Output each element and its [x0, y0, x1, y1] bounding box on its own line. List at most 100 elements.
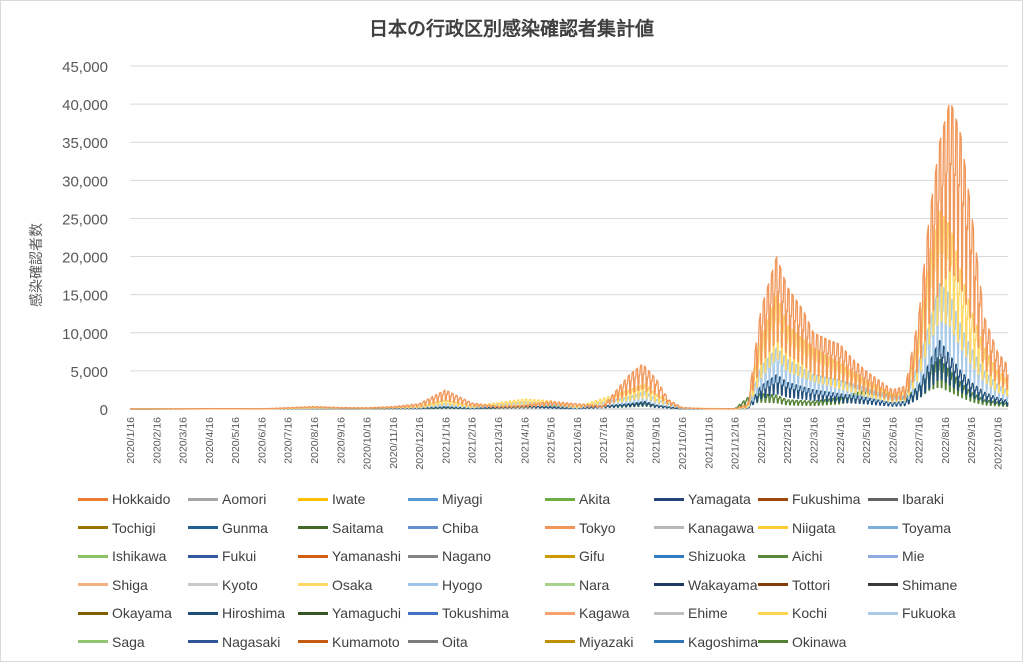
x-tick-label: 2020/11/16: [388, 417, 400, 469]
legend-swatch: [298, 640, 328, 643]
legend-swatch: [758, 526, 788, 529]
legend-swatch: [188, 640, 218, 643]
y-tick-label: 0: [100, 402, 108, 419]
legend-swatch: [654, 554, 684, 558]
legend-swatch: [408, 640, 438, 643]
x-tick-label: 2022/1/16: [756, 417, 768, 464]
legend-label: Nagano: [442, 548, 492, 564]
legend-swatch: [188, 611, 218, 615]
legend-label: Toyama: [902, 519, 952, 536]
legend-swatch: [408, 526, 438, 529]
legend-item: Gifu: [545, 547, 605, 565]
legend-swatch: [868, 554, 898, 558]
legend-swatch: [408, 583, 438, 586]
legend-swatch: [78, 554, 108, 558]
x-tick-label: 2021/6/16: [572, 417, 584, 464]
legend-swatch: [78, 640, 108, 643]
legend-swatch: [868, 611, 898, 615]
legend-label: Kagawa: [579, 605, 630, 621]
legend-item: Niigata: [758, 519, 836, 537]
legend-item: Kochi: [758, 604, 827, 622]
legend-swatch: [868, 583, 898, 586]
legend-swatch: [188, 554, 218, 558]
x-tick-label: 2022/3/16: [808, 417, 820, 464]
legend-label: Aomori: [222, 491, 267, 507]
x-tick-label: 2021/7/16: [598, 417, 610, 464]
x-tick-label: 2020/8/16: [309, 417, 321, 464]
legend-item: Nara: [545, 576, 609, 594]
y-tick-label: 15,000: [62, 288, 108, 305]
x-tick-label: 2022/2/16: [782, 417, 794, 464]
x-tick-label: 2020/5/16: [230, 417, 242, 464]
x-tick-label: 2020/6/16: [256, 417, 268, 464]
x-tick-label: 2022/6/16: [887, 417, 899, 464]
legend-label: Tokyo: [579, 519, 616, 536]
legend-swatch: [78, 497, 108, 501]
legend-swatch: [298, 526, 328, 529]
legend-item: Nagano: [408, 547, 491, 565]
legend-swatch: [758, 554, 788, 558]
legend-item: Yamaguchi: [298, 604, 401, 622]
legend-label: Oita: [442, 633, 468, 650]
legend-label: Hokkaido: [112, 491, 171, 507]
legend-label: Fukui: [222, 548, 257, 564]
legend-swatch: [654, 526, 684, 529]
legend-label: Shimane: [902, 576, 958, 593]
legend-swatch: [188, 583, 218, 586]
legend-label: Kumamoto: [332, 633, 400, 650]
x-tick-label: 2021/12/16: [730, 417, 742, 470]
legend-item: Okayama: [78, 604, 172, 622]
legend-swatch: [758, 611, 788, 615]
x-tick-label: 2021/10/16: [677, 417, 689, 470]
legend-label: Aichi: [792, 548, 823, 564]
legend-label: Yamanashi: [332, 548, 402, 564]
legend-swatch: [78, 611, 108, 615]
legend-label: Saitama: [332, 519, 384, 536]
x-tick-label: 2020/2/16: [151, 417, 163, 464]
legend-swatch: [408, 497, 438, 501]
legend-item: Aomori: [188, 490, 266, 508]
legend-label: Okayama: [112, 605, 172, 621]
legend-item: Tochigi: [78, 519, 156, 537]
legend-item: Oita: [408, 633, 468, 651]
legend-label: Kochi: [792, 605, 828, 621]
y-tick-label: 5,000: [70, 364, 108, 381]
legend-label: Mie: [902, 548, 925, 564]
legend-item: Okinawa: [758, 633, 846, 651]
legend-item: Kanagawa: [654, 519, 754, 537]
x-tick-label: 2021/8/16: [624, 417, 636, 464]
x-tick-label: 2021/3/16: [493, 417, 505, 464]
legend-item: Tottori: [758, 576, 830, 594]
legend-label: Tottori: [792, 576, 831, 593]
legend-label: Fukushima: [792, 491, 861, 507]
legend-label: Kanagawa: [688, 519, 755, 536]
legend-item: Fukui: [188, 547, 256, 565]
y-tick-label: 35,000: [62, 135, 108, 152]
legend-label: Tochigi: [112, 519, 156, 536]
legend-item: Kagawa: [545, 604, 630, 622]
legend-swatch: [298, 611, 328, 615]
x-tick-label: 2022/9/16: [966, 417, 978, 464]
y-tick-label: 10,000: [62, 326, 108, 343]
x-tick-label: 2021/4/16: [519, 417, 531, 464]
legend-swatch: [298, 497, 328, 501]
legend-swatch: [188, 526, 218, 529]
legend-item: Tokushima: [408, 604, 509, 622]
y-tick-label: 25,000: [62, 211, 108, 228]
legend-item: Fukushima: [758, 490, 860, 508]
legend-label: Ehime: [688, 605, 728, 621]
legend-item: Iwate: [298, 490, 365, 508]
legend-item: Nagasaki: [188, 633, 280, 651]
legend-swatch: [758, 640, 788, 643]
legend-item: Fukuoka: [868, 604, 956, 622]
legend-label: Kagoshima: [688, 633, 759, 650]
legend-swatch: [758, 497, 788, 501]
legend-item: Gunma: [188, 519, 268, 537]
legend-swatch: [408, 554, 438, 558]
x-tick-label: 2021/5/16: [546, 417, 558, 464]
legend-label: Niigata: [792, 519, 836, 536]
series-line: [129, 104, 1009, 410]
legend-swatch: [545, 583, 575, 586]
legend-item: Yamagata: [654, 490, 751, 508]
